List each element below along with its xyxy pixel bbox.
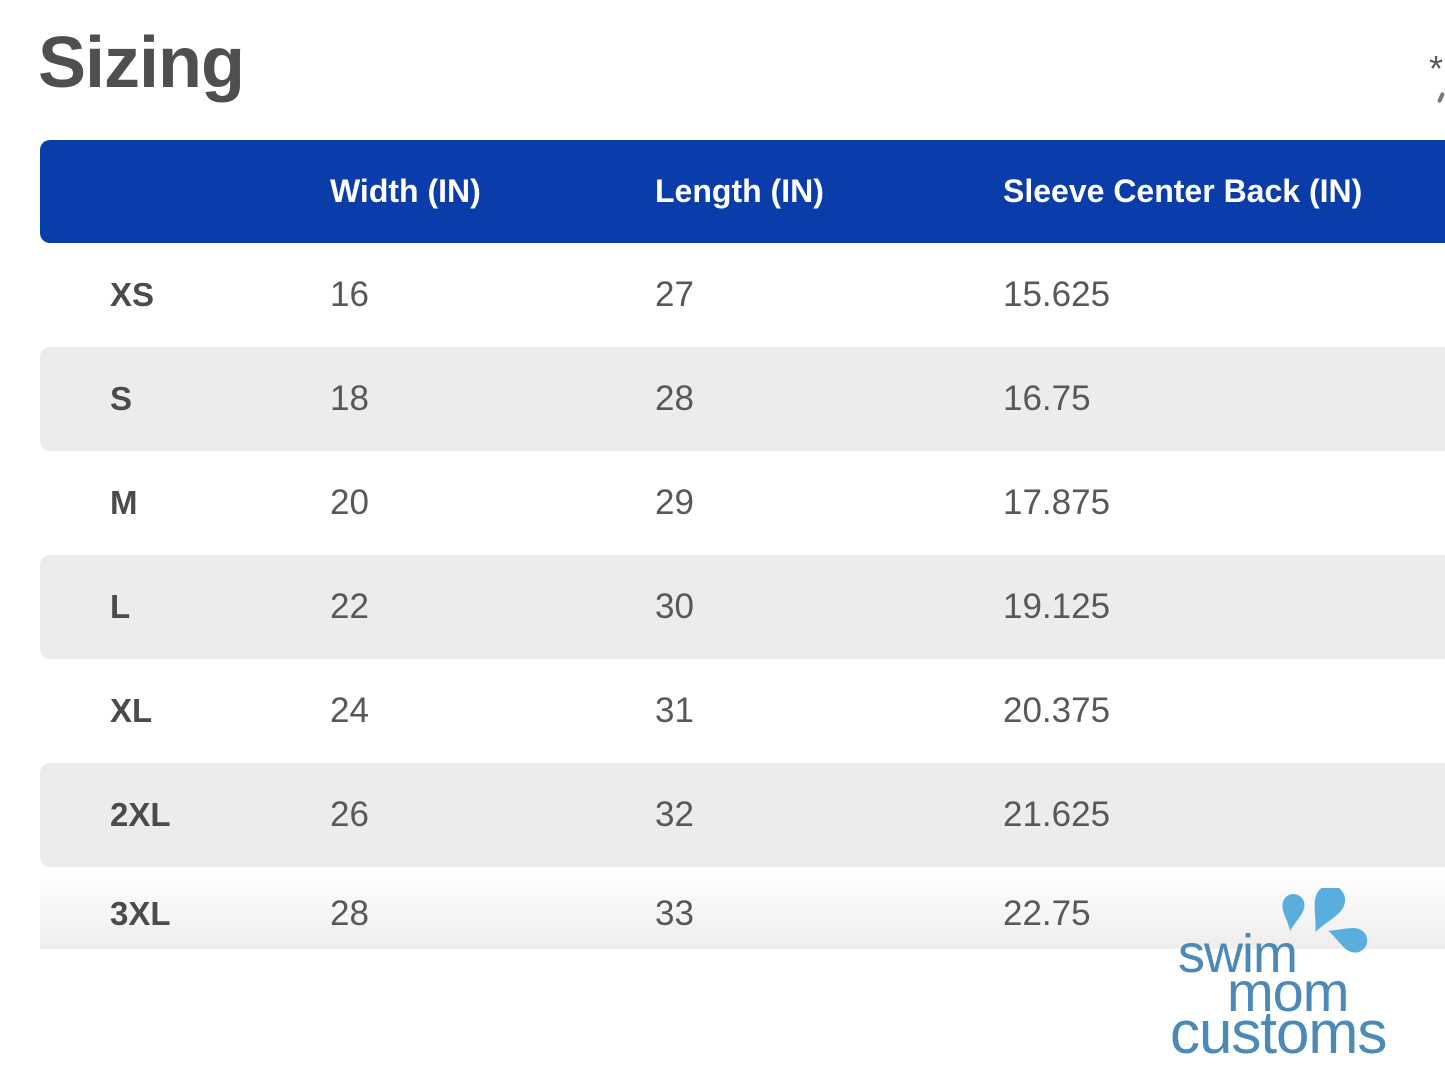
table-row: XS 16 27 15.625 xyxy=(40,243,1445,347)
width-cell: 22 xyxy=(330,587,369,626)
width-cell: 18 xyxy=(330,379,369,418)
sleeve-cell: 22.75 xyxy=(1003,894,1091,933)
sleeve-cell: 15.625 xyxy=(1003,275,1111,314)
length-cell: 31 xyxy=(655,691,694,730)
footnote-asterisk: * xyxy=(1429,48,1444,89)
sleeve-cell: 16.75 xyxy=(1003,379,1091,418)
length-cell: 30 xyxy=(655,587,694,626)
swim-mom-customs-watermark: swim mom customs xyxy=(1130,876,1440,1081)
sleeve-cell: 20.375 xyxy=(1003,691,1111,730)
table-row: 3XL 28 33 22.75 xyxy=(40,867,1445,949)
header-sleeve: Sleeve Center Back (IN) xyxy=(1003,173,1363,209)
width-cell: 20 xyxy=(330,483,369,522)
size-cell: 2XL xyxy=(110,796,171,833)
sleeve-cell: 17.875 xyxy=(1003,483,1111,522)
logo-text-mom: mom xyxy=(1227,960,1349,1023)
size-cell: M xyxy=(110,484,138,521)
header-width: Width (IN) xyxy=(330,173,481,209)
logo-text-swim: swim xyxy=(1178,924,1298,984)
size-cell: 3XL xyxy=(110,895,171,932)
width-cell: 16 xyxy=(330,275,369,314)
size-cell: XS xyxy=(110,276,155,313)
size-cell: XL xyxy=(110,692,153,729)
width-cell: 24 xyxy=(330,691,369,730)
length-cell: 27 xyxy=(655,275,694,314)
header-length: Length (IN) xyxy=(655,173,824,209)
length-cell: 32 xyxy=(655,795,694,834)
table-row: M 20 29 17.875 xyxy=(40,451,1445,555)
table-row: XL 24 31 20.375 xyxy=(40,659,1445,763)
sleeve-cell: 19.125 xyxy=(1003,587,1111,626)
length-cell: 28 xyxy=(655,379,694,418)
logo-text-customs: customs xyxy=(1170,999,1387,1066)
width-cell: 28 xyxy=(330,894,369,933)
sleeve-cell: 21.625 xyxy=(1003,795,1111,834)
table-row: 2XL 26 32 21.625 xyxy=(40,763,1445,867)
length-cell: 33 xyxy=(655,894,694,933)
size-cell: L xyxy=(110,588,131,625)
clipped-text-fragment xyxy=(1436,91,1445,104)
size-cell: S xyxy=(110,380,133,417)
length-cell: 29 xyxy=(655,483,694,522)
table-header-row: Width (IN) Length (IN) Sleeve Center Bac… xyxy=(40,140,1445,243)
table-row: L 22 30 19.125 xyxy=(40,555,1445,659)
table-row: S 18 28 16.75 xyxy=(40,347,1445,451)
sizing-table: Width (IN) Length (IN) Sleeve Center Bac… xyxy=(40,140,1445,949)
width-cell: 26 xyxy=(330,795,369,834)
page-title: Sizing xyxy=(38,23,245,103)
splash-droplets-icon xyxy=(1282,888,1368,953)
